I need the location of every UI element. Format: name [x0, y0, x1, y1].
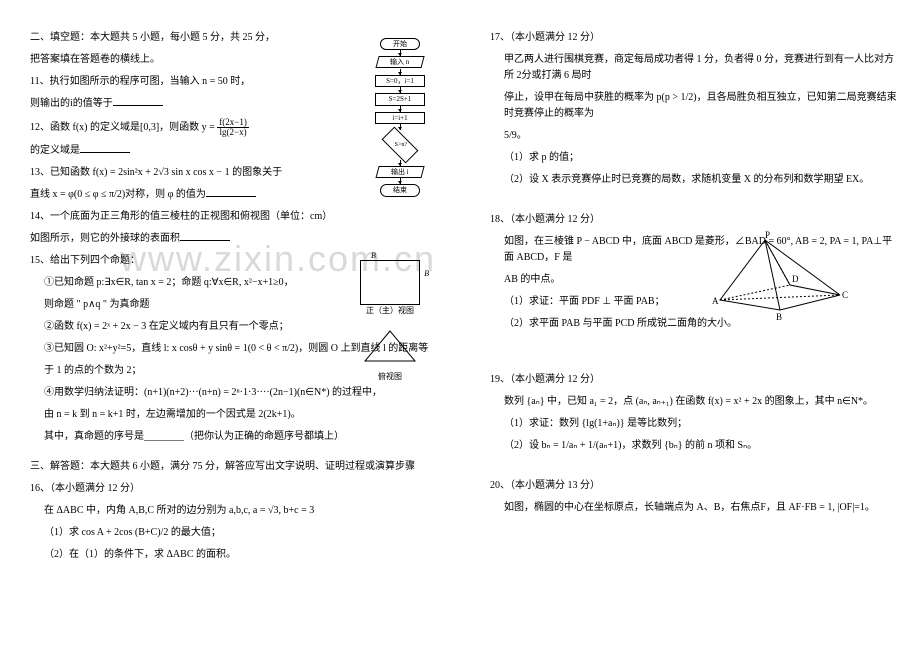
q16-body: 在 ΔABC 中，内角 A,B,C 所对的边分别为 a,b,c, a = √3,… [30, 503, 440, 519]
q15-item1a: ①已知命题 p:∃x∈R, tan x = 2；命题 q:∀x∈R, x²−x+… [30, 275, 440, 291]
q11-line-a: 11、执行如图所示的程序可图，当输入 n = 50 时， [30, 74, 330, 90]
q17-header: 17、（本小题满分 12 分） [490, 30, 900, 46]
q16-part2: （2）在（1）的条件下，求 ΔABC 的面积。 [30, 547, 440, 563]
q12-frac-den: lg(2−x) [217, 128, 249, 137]
q11-blank [113, 96, 163, 106]
q14-text: 如图所示，则它的外接球的表面积 [30, 233, 180, 244]
q13-blank [206, 187, 256, 197]
q16-header: 16、（本小题满分 12 分） [30, 481, 440, 497]
q15-item3a: ③已知圆 O: x²+y²=5，直线 l: x cosθ + y sinθ = … [30, 341, 440, 357]
q20-header: 20、（本小题满分 13 分） [490, 478, 900, 494]
q15-item4b: 由 n = k 到 n = k+1 时，左边需增加的一个因式是 2(2k+1)。 [30, 407, 440, 423]
q15-item3b: 于 1 的点的个数为 2； [30, 363, 440, 379]
q12-fraction: f(2x−1)lg(2−x) [217, 118, 249, 137]
page: 二、填空题：本大题共 5 小题，每小题 5 分，共 25 分， 把答案填在答题卷… [0, 0, 920, 651]
section2-header: 二、填空题：本大题共 5 小题，每小题 5 分，共 25 分， [30, 30, 440, 46]
q15-item2: ②函数 f(x) = 2ˣ + 2x − 3 在定义域内有且只有一个零点； [30, 319, 440, 335]
q11-line-b: 则输出的i的值等于 [30, 96, 440, 112]
q14-blank [180, 231, 230, 241]
pyr-D: D [792, 274, 799, 284]
q12-text-a: 12、函数 f(x) 的定义域是[0,3]，则函数 y = [30, 122, 217, 133]
pyramid-diagram: P A B C D [710, 230, 850, 330]
q11-text: 则输出的i的值等于 [30, 98, 113, 109]
pyr-A: A [712, 296, 719, 306]
left-column: 二、填空题：本大题共 5 小题，每小题 5 分，共 25 分， 把答案填在答题卷… [0, 0, 460, 651]
q17-part2: （2）设 X 表示竞赛停止时已竞赛的局数，求随机变量 X 的分布列和数学期望 E… [490, 172, 900, 188]
q13-text: 直线 x = φ(0 ≤ φ ≤ π/2)对称，则 φ 的值为 [30, 189, 206, 200]
q15-end: 其中，真命题的序号是________（把你认为正确的命题序号都填上） [30, 429, 440, 445]
q17-a: 甲乙两人进行围棋竞赛，商定每局成功者得 1 分，负者得 0 分，竞赛进行到有一人… [490, 52, 900, 84]
q19-part1: （1）求证：数列 {lg(1+aₙ)} 是等比数列； [490, 416, 900, 432]
q17-c: 5/9。 [490, 128, 900, 144]
q18-header: 18、（本小题满分 12 分） [490, 212, 900, 228]
q14-line-a: 14、一个底面为正三角形的值三棱柱的正视图和俯视图（单位：cm） [30, 209, 350, 225]
q13-line-a: 13、已知函数 f(x) = 2sin²x + 2√3 sin x cos x … [30, 165, 340, 181]
q17-b: 停止，设甲在每局中获胜的概率为 p(p > 1/2)，且各局胜负相互独立，已知第… [490, 90, 900, 122]
right-column: 17、（本小题满分 12 分） 甲乙两人进行围棋竞赛，商定每局成功者得 1 分，… [460, 0, 920, 651]
q12-line-a: 12、函数 f(x) 的定义域是[0,3]，则函数 y = f(2x−1)lg(… [30, 118, 330, 137]
q14-line-b: 如图所示，则它的外接球的表面积 [30, 231, 440, 247]
q15-header: 15、给出下列四个命题： [30, 253, 440, 269]
q17-part1: （1）求 p 的值； [490, 150, 900, 166]
q15-item1b: 则命题 " p∧q " 为真命题 [30, 297, 440, 313]
q16-part1: （1）求 cos A + 2cos (B+C)/2 的最大值； [30, 525, 440, 541]
q12-blank [80, 143, 130, 153]
pyr-B: B [776, 312, 782, 322]
section2-instruction: 把答案填在答题卷的横线上。 [30, 52, 440, 68]
q20-a: 如图，椭圆的中心在坐标原点，长轴端点为 A、B，右焦点F，且 AF·FB = 1… [490, 500, 900, 516]
q19-part2: （2）设 bₙ = 1/aₙ + 1/(aₙ+1)，求数列 {bₙ} 的前 n … [490, 438, 900, 454]
pyr-C: C [842, 290, 848, 300]
q19-header: 19、（本小题满分 12 分） [490, 372, 900, 388]
pyr-P: P [765, 230, 770, 240]
q12-line-b: 的定义域是 [30, 143, 440, 159]
section3-header: 三、解答题：本大题共 6 小题，满分 75 分，解答应写出文字说明、证明过程或演… [30, 459, 440, 475]
q13-line-b: 直线 x = φ(0 ≤ φ ≤ π/2)对称，则 φ 的值为 [30, 187, 440, 203]
q12-text-b: 的定义域是 [30, 145, 80, 156]
q15-item4a: ④用数学归纳法证明：(n+1)(n+2)···(n+n) = 2ⁿ·1·3···… [30, 385, 440, 401]
q19-a: 数列 {aₙ} 中，已知 a₁ = 2，点 (aₙ, aₙ₊₁) 在函数 f(x… [490, 394, 900, 410]
